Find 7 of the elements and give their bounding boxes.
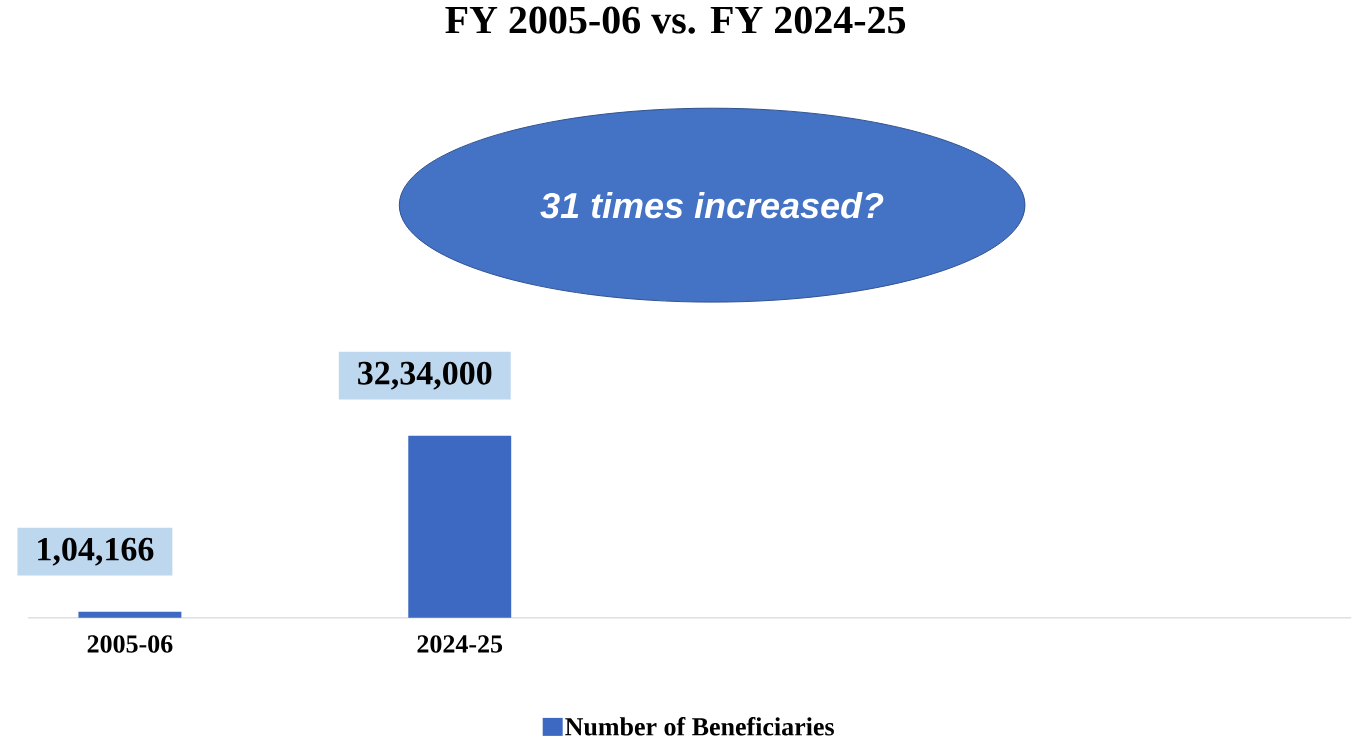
chart-title: FY 2005-06 vs. FY 2024-25 [445,6,906,34]
data-label: 32,34,000 [358,361,492,390]
data-label: 1,04,166 [38,537,154,566]
text: 31 times increased? [540,192,884,219]
x-tick-label: 2005-06 [87,635,173,653]
legend-label: Number of Beneficiaries [565,717,834,736]
x-tick-label: 2024-25 [417,635,503,653]
